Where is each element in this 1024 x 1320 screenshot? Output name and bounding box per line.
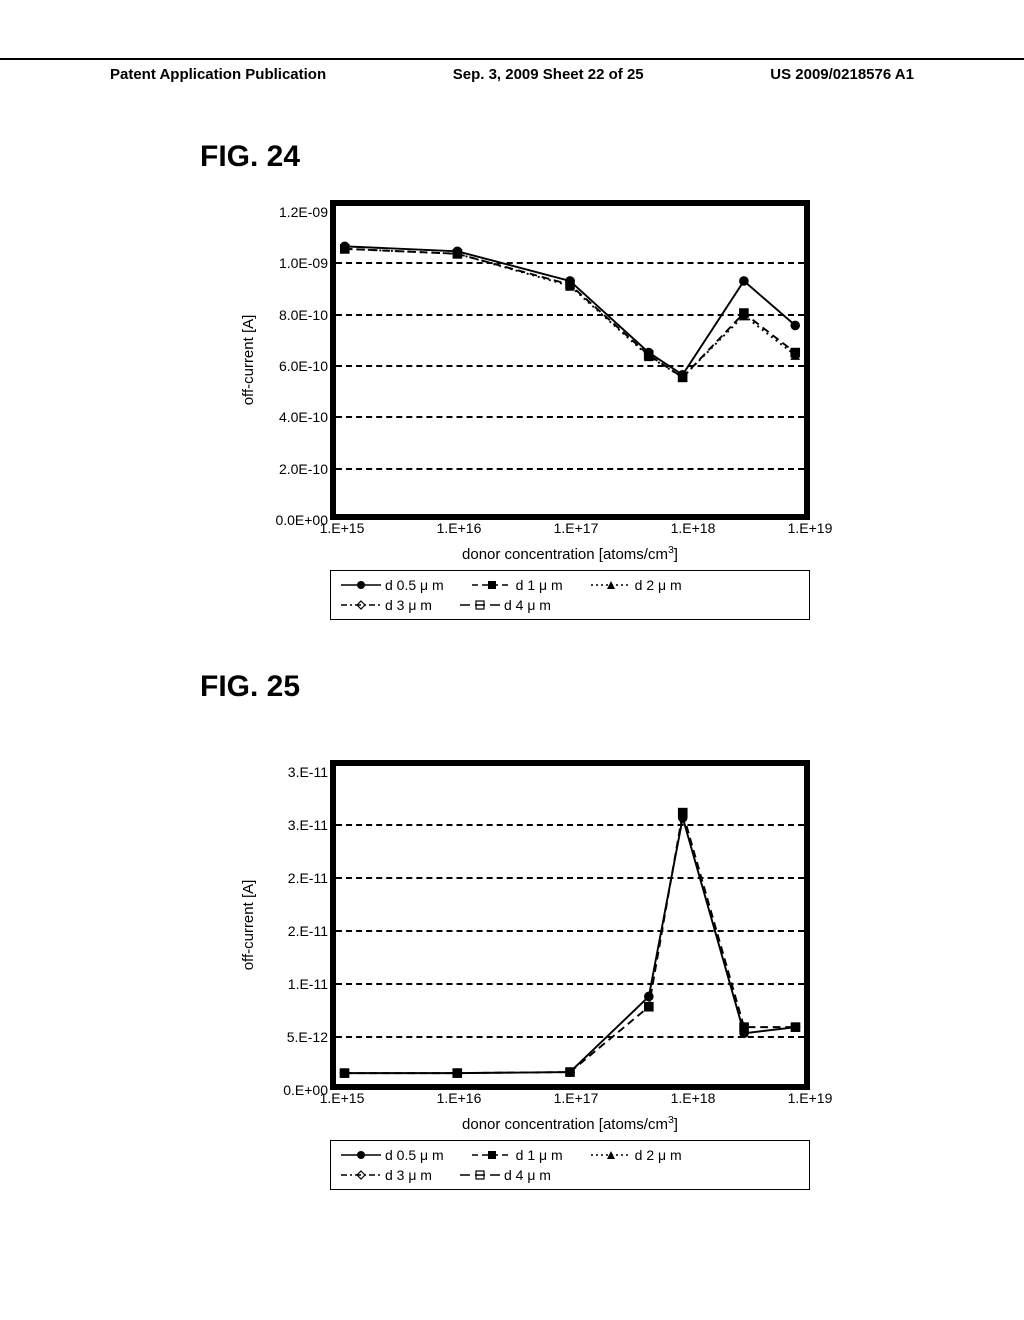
header-center: Sep. 3, 2009 Sheet 22 of 25 [453,66,644,83]
header-right: US 2009/0218576 A1 [770,66,914,83]
fig25-legend: d 0.5 μ m d 1 μ m d 2 μ m d 3 μ m d 4 μ m [330,1140,810,1190]
fig25-chart: 0.E+005.E-121.E-112.E-112.E-113.E-113.E-… [330,760,810,1090]
ytick-label: 5.E-12 [287,1029,328,1045]
legend-label: d 3 μ m [385,1167,432,1183]
page: Patent Application Publication Sep. 3, 2… [0,0,1024,1320]
xtick-label: 1.E+19 [788,1090,833,1106]
gridline [336,930,804,932]
xtick-label: 1.E+17 [554,520,599,536]
legend-row: d 3 μ m d 4 μ m [341,595,799,615]
legend-marker [472,578,512,592]
xtick-label: 1.E+19 [788,520,833,536]
ytick-label: 8.0E-10 [279,307,328,323]
fig25-plot-area: 0.E+005.E-121.E-112.E-112.E-113.E-113.E-… [330,760,810,1090]
ytick-label: 4.0E-10 [279,409,328,425]
gridline [336,983,804,985]
legend-item: d 1 μ m [472,1147,563,1163]
legend-label: d 4 μ m [504,597,551,613]
xtick-label: 1.E+15 [320,1090,365,1106]
gridline [336,262,804,264]
legend-marker [341,598,381,612]
gridline [336,824,804,826]
xtick-label: 1.E+15 [320,520,365,536]
header-left: Patent Application Publication [110,66,326,83]
legend-item: d 0.5 μ m [341,1147,444,1163]
xtick-label: 1.E+18 [671,1090,716,1106]
xtick-label: 1.E+16 [437,1090,482,1106]
legend-label: d 2 μ m [635,1147,682,1163]
xtick-label: 1.E+16 [437,520,482,536]
legend-label: d 2 μ m [635,577,682,593]
legend-item: d 4 μ m [460,597,551,613]
legend-marker [472,1148,512,1162]
xtick-label: 1.E+17 [554,1090,599,1106]
legend-label: d 0.5 μ m [385,577,444,593]
legend-item: d 3 μ m [341,597,432,613]
fig24-chart: 0.0E+002.0E-104.0E-106.0E-108.0E-101.0E-… [330,200,810,520]
fig24-plot-area: 0.0E+002.0E-104.0E-106.0E-108.0E-101.0E-… [330,200,810,520]
gridline [336,314,804,316]
legend-row: d 3 μ m d 4 μ m [341,1165,799,1185]
legend-item: d 0.5 μ m [341,577,444,593]
legend-label: d 3 μ m [385,597,432,613]
ytick-label: 1.0E-09 [279,255,328,271]
ytick-label: 3.E-11 [288,764,328,780]
legend-item: d 2 μ m [591,1147,682,1163]
gridline [336,365,804,367]
legend-label: d 4 μ m [504,1167,551,1183]
legend-label: d 0.5 μ m [385,1147,444,1163]
ytick-label: 1.2E-09 [279,204,328,220]
fig24-ylabel: off-current [A] [240,315,257,406]
fig25-xlabel: donor concentration [atoms/cm3] [462,1114,678,1133]
legend-row: d 0.5 μ m d 1 μ m d 2 μ m [341,575,799,595]
fig24-xlabel: donor concentration [atoms/cm3] [462,544,678,563]
ytick-label: 6.0E-10 [279,358,328,374]
gridline [336,468,804,470]
fig24-legend: d 0.5 μ m d 1 μ m d 2 μ m d 3 μ m d 4 μ m [330,570,810,620]
gridline [336,416,804,418]
legend-marker [341,1168,381,1182]
gridline [336,1036,804,1038]
legend-marker [460,598,500,612]
page-header: Patent Application Publication Sep. 3, 2… [0,58,1024,83]
fig25-ylabel: off-current [A] [240,880,257,971]
legend-item: d 2 μ m [591,577,682,593]
fig25-label: FIG. 25 [200,670,300,704]
ytick-label: 1.E-11 [288,976,328,992]
legend-marker [341,578,381,592]
xtick-label: 1.E+18 [671,520,716,536]
legend-item: d 4 μ m [460,1167,551,1183]
legend-marker [591,1148,631,1162]
legend-row: d 0.5 μ m d 1 μ m d 2 μ m [341,1145,799,1165]
legend-label: d 1 μ m [516,577,563,593]
gridline [336,877,804,879]
fig24-label: FIG. 24 [200,140,300,174]
ytick-label: 3.E-11 [288,817,328,833]
ytick-label: 2.E-11 [288,870,328,886]
legend-marker [591,578,631,592]
legend-marker [460,1168,500,1182]
legend-marker [341,1148,381,1162]
legend-item: d 3 μ m [341,1167,432,1183]
ytick-label: 2.0E-10 [279,461,328,477]
legend-label: d 1 μ m [516,1147,563,1163]
legend-item: d 1 μ m [472,577,563,593]
ytick-label: 2.E-11 [288,923,328,939]
